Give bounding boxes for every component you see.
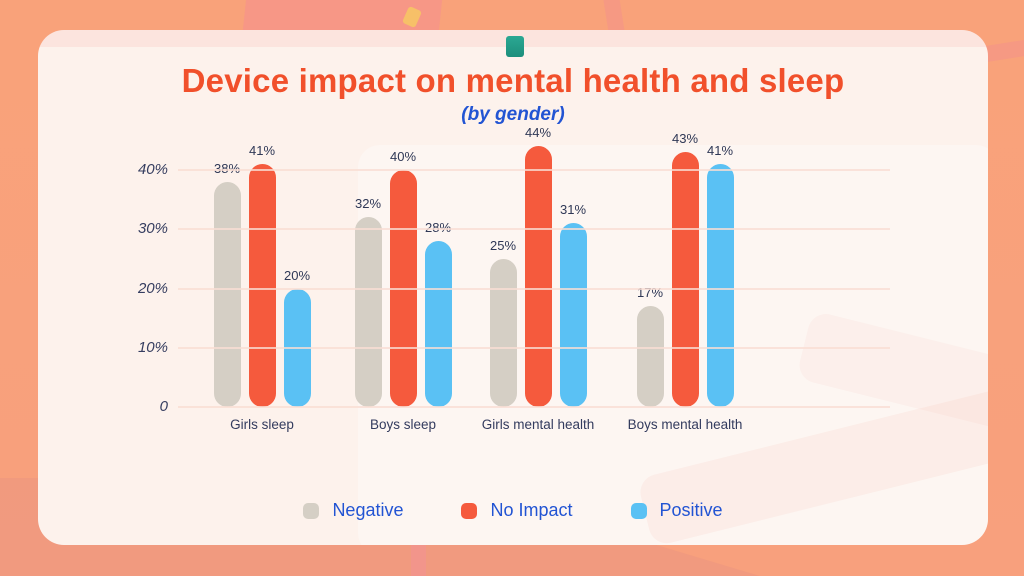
plot-area: 40% 30% 20% 10% 0 38% 41% 20% Girls sleep 32% 40% 2… <box>38 30 988 545</box>
background-yellow-sliver-shape <box>401 5 423 29</box>
legend: Negative No Impact Positive <box>38 500 988 521</box>
bar-value-label: 40% <box>389 149 417 164</box>
y-axis-label: 30% <box>137 220 168 238</box>
bar-negative: 38% <box>213 161 241 407</box>
bar-positive: 28% <box>424 220 452 407</box>
gridline <box>178 406 890 408</box>
bar-no-impact: 41% <box>248 143 276 407</box>
bar-negative: 25% <box>489 238 517 407</box>
bar-value-label: 38% <box>214 161 240 176</box>
bar-no-impact: 43% <box>671 131 699 407</box>
bar-value-label: 28% <box>425 220 451 235</box>
content-card: Device impact on mental health and sleep… <box>38 30 988 545</box>
bar-group: 25% 44% 31% <box>489 125 587 407</box>
legend-swatch <box>461 502 478 519</box>
y-axis-label: 0 <box>159 398 168 415</box>
chart-title: Device impact on mental health and sleep <box>181 62 845 99</box>
bar-value-label: 43% <box>671 131 699 147</box>
bar-value-label: 31% <box>559 202 587 218</box>
gridline <box>178 346 890 349</box>
legend-label: No Impact <box>490 500 573 520</box>
y-axis-label: 40% <box>137 161 168 178</box>
bar-negative: 17% <box>636 285 664 407</box>
bar-positive: 31% <box>559 202 587 407</box>
bar-value-label: 41% <box>248 143 276 159</box>
bar-group: 17% 43% 41% <box>636 131 734 407</box>
category-label: Girls mental health <box>481 417 595 432</box>
gridline <box>178 228 890 231</box>
bar-value-label: 25% <box>489 237 517 253</box>
bar-group: 38% 41% 20% <box>213 143 311 407</box>
y-axis-label: 10% <box>137 338 168 356</box>
category-label: Girls sleep <box>230 417 294 432</box>
bar-value-label: 20% <box>283 267 311 283</box>
legend-swatch <box>630 502 647 519</box>
legend-item-positive: Positive <box>630 500 723 521</box>
bar-negative: 32% <box>354 196 382 407</box>
chart-subtitle: (by gender) <box>461 104 565 125</box>
bar-value-label: 32% <box>354 196 382 212</box>
legend-item-no-impact: No Impact <box>461 500 573 521</box>
bar-value-label: 41% <box>706 143 734 159</box>
category-label: Boys mental health <box>627 417 743 432</box>
legend-label: Positive <box>659 500 723 520</box>
background-pink-stripe-shape <box>411 543 426 576</box>
gridline <box>178 287 890 290</box>
bar-no-impact: 44% <box>524 125 552 407</box>
legend-swatch <box>303 502 320 519</box>
teal-accent-shape <box>506 36 524 57</box>
gridline <box>178 169 890 171</box>
bar-value-label: 44% <box>524 125 552 141</box>
legend-item-negative: Negative <box>303 500 403 521</box>
y-axis-label: 20% <box>137 279 168 297</box>
category-label: Boys sleep <box>369 417 437 432</box>
legend-label: Negative <box>332 500 404 520</box>
bar-positive: 41% <box>706 143 734 407</box>
